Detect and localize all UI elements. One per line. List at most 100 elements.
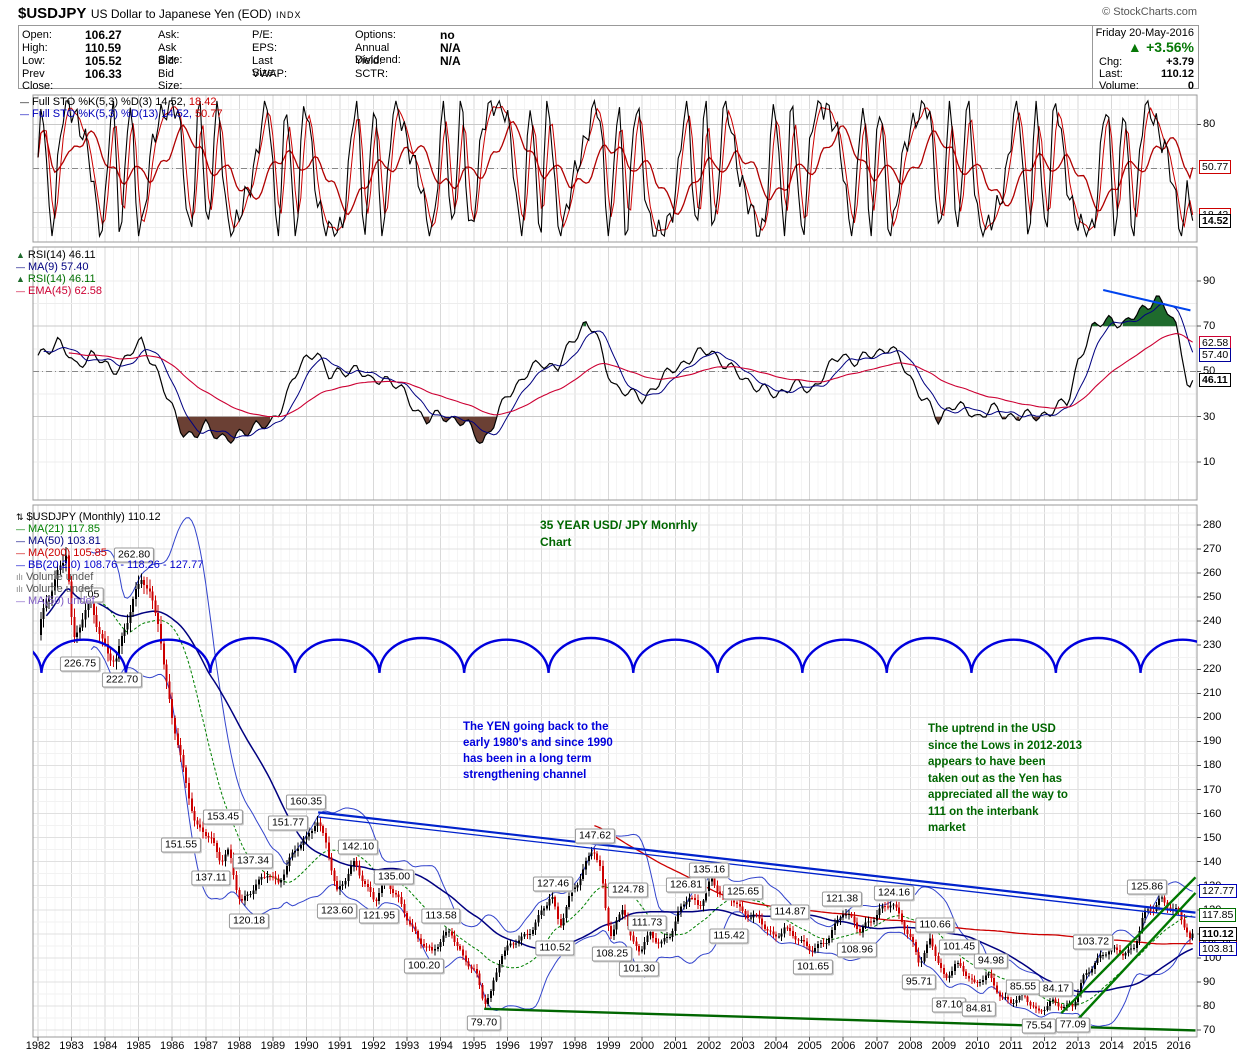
quote-label: Options:	[355, 29, 396, 41]
copyright: © StockCharts.com	[1102, 6, 1197, 18]
legend-text: Volume undef	[26, 583, 94, 595]
quote-label: Open:	[22, 29, 52, 41]
main-legend-row: ılı Volume undef	[16, 583, 203, 595]
dash-icon: —	[20, 109, 29, 119]
rsi-legend: ▲ RSI(14) 46.11— MA(9) 57.40 ▲ RSI(14) 46.11…	[16, 249, 102, 297]
chart-title-note: 35 YEAR USD/ JPY Monrhly Chart	[540, 518, 698, 549]
rsi-legend-row: — MA(9) 57.40	[16, 261, 102, 273]
volume-label: Volume:	[1099, 80, 1139, 92]
quote-label: EPS:	[252, 42, 278, 54]
quote-label: P/E:	[252, 29, 273, 41]
legend-text: Volume undef	[26, 571, 94, 583]
quote-label: Yield:	[355, 55, 383, 67]
quote-value: no	[440, 28, 455, 42]
legend-text: BB(20,2.0) 108.76 - 118.26 - 127.77	[28, 559, 204, 571]
last-label: Last:	[1099, 68, 1123, 80]
rsi-legend-row: — EMA(45) 62.58	[16, 285, 102, 297]
quote-value: 106.33	[85, 67, 122, 81]
main-legend-row: ⇅ $USDJPY (Monthly) 110.12	[16, 511, 203, 523]
legend-text: MA(50) 103.81	[28, 535, 101, 547]
volume-value: 0	[1187, 80, 1194, 92]
quote-label: Prev Close:	[22, 68, 54, 92]
dash-icon: —	[16, 536, 25, 546]
bars-icon: ılı	[16, 584, 24, 594]
stochastic-legend-row: — Full STO %K(5,3) %D(3) 14.52, 18.42	[20, 96, 223, 108]
quote-label: Ask:	[158, 29, 180, 41]
symbol-name: US Dollar to Japanese Yen (EOD)	[90, 7, 272, 21]
quote-label: SCTR:	[355, 68, 388, 80]
rsi-series	[37, 289, 1194, 445]
symbol-ticker: $USDJPY	[18, 5, 87, 22]
main-series	[33, 517, 1197, 1032]
quote-value: 105.52	[85, 54, 122, 68]
quote-box	[18, 25, 1094, 89]
yen-channel-note: The YEN going back to the early 1980's a…	[463, 721, 613, 781]
main-legend: ⇅ $USDJPY (Monthly) 110.12— MA(21) 117.85—…	[16, 511, 203, 607]
quote-date: Friday 20-May-2016	[1095, 27, 1194, 39]
quote-label: Low:	[22, 55, 46, 67]
legend-text: MA(21) 117.85	[28, 523, 100, 535]
quote-label: Ask Size:	[158, 42, 183, 66]
legend-text: 18.42	[188, 96, 217, 108]
main-legend-row: — MA(21) 117.85	[16, 523, 203, 535]
change-row: Chg: +3.79	[1099, 56, 1194, 68]
legend-text: 50.77	[195, 108, 223, 120]
stochastic-series	[37, 98, 1194, 239]
legend-text: MA(9) 57.40	[28, 261, 89, 273]
last-row: Last: 110.12	[1099, 68, 1194, 80]
quote-value: 106.27	[85, 28, 122, 42]
quote-label: Bid Size:	[158, 68, 183, 92]
main-legend-row: — MA(200) 105.85	[16, 547, 203, 559]
dash-icon: —	[16, 560, 25, 570]
quote-label: VWAP:	[252, 68, 288, 80]
chg-label: Chg:	[1099, 56, 1123, 68]
rsi-legend-row: ▲ RSI(14) 46.11	[16, 249, 102, 261]
dash-icon: —	[20, 97, 29, 107]
main-legend-row: — MA(50) undef	[16, 595, 203, 607]
main-legend-row: — BB(20,2.0) 108.76 - 118.26 - 127.77	[16, 559, 203, 571]
quote-value: 110.59	[85, 41, 122, 55]
percent-value: +3.56%	[1146, 39, 1194, 55]
main-legend-row: ılı Volume undef	[16, 571, 203, 583]
dash-icon: —	[16, 548, 25, 558]
dash-icon: —	[16, 286, 25, 296]
dash-icon: —	[16, 524, 25, 534]
quote-label: Annual Dividend:	[355, 42, 401, 66]
symbol-exchange: INDX	[276, 10, 302, 20]
legend-text: MA(50) undef	[28, 595, 95, 607]
quote-value: N/A	[440, 54, 461, 68]
up-arrow-icon: ▲	[1127, 39, 1142, 55]
legend-text: RSI(14) 46.11	[27, 273, 96, 285]
bars-icon: ılı	[16, 572, 24, 582]
rsi-legend-row: ▲ RSI(14) 46.11	[16, 273, 102, 285]
usd-uptrend-note: The uptrend in the USD since the Lows in…	[928, 723, 1083, 834]
quote-value: N/A	[440, 41, 461, 55]
candle-icon: ⇅	[16, 512, 24, 522]
chart-header: $USDJPY US Dollar to Japanese Yen (EOD) …	[18, 5, 302, 23]
legend-text: Full STO %K(5,3) %D(3) 14.52,	[32, 96, 189, 108]
percent-change: ▲ +3.56%	[1128, 39, 1194, 57]
mountain-icon: ▲	[16, 274, 25, 284]
legend-text: MA(200) 105.85	[28, 547, 107, 559]
cycle-arcs	[33, 636, 1197, 673]
legend-text: $USDJPY (Monthly) 110.12	[26, 511, 161, 523]
legend-text: EMA(45) 62.58	[28, 285, 102, 297]
last-value: 110.12	[1160, 68, 1194, 80]
chg-value: +3.79	[1166, 56, 1194, 68]
quote-label: High:	[22, 42, 48, 54]
volume-row: Volume: 0	[1099, 80, 1194, 92]
main-legend-row: — MA(50) 103.81	[16, 535, 203, 547]
info-box: Friday 20-May-2016 ▲ +3.56% Chg: +3.79 L…	[1092, 25, 1199, 92]
legend-text: RSI(14) 46.11	[27, 249, 96, 261]
axis-ticks	[37, 123, 1201, 1041]
quote-label: Last Size:	[252, 55, 277, 79]
rsi-grid	[32, 246, 1198, 501]
mountain-icon: ▲	[16, 250, 25, 260]
legend-text: Full STO %K(5,3) %D(13) 14.52,	[32, 108, 196, 120]
dash-icon: —	[16, 262, 25, 272]
stochastic-legend-row: — Full STO %K(5,3) %D(13) 14.52, 50.77	[20, 108, 223, 120]
stochastic-legend: — Full STO %K(5,3) %D(3) 14.52, 18.42— Ful…	[20, 96, 223, 120]
quote-label: Bid:	[158, 55, 177, 67]
dash-icon: —	[16, 596, 25, 606]
